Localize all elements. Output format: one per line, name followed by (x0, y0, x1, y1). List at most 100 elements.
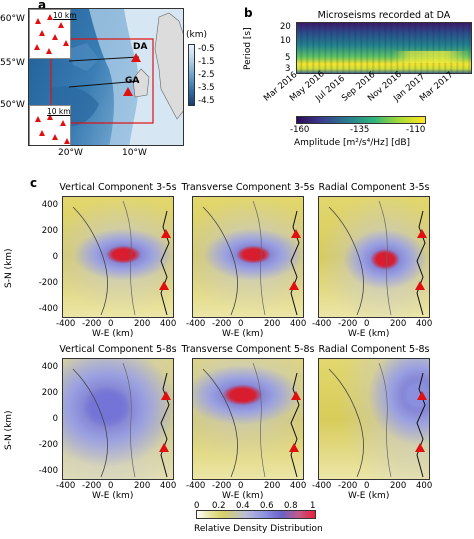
inset-top-scale: 10 km (53, 11, 77, 20)
amp-tick-2: -110 (406, 125, 426, 135)
density-tick-4: 0.8 (284, 501, 298, 511)
depth-tick-3: -3.5 (198, 83, 215, 93)
amp-tick-1: -135 (350, 125, 370, 135)
lat-tick-50: 50°W (0, 100, 25, 110)
we-tick: 400 (416, 319, 433, 329)
station-marker (289, 281, 299, 290)
we-tick: 400 (290, 319, 307, 329)
we-axis-label: W-E (km) (92, 491, 134, 501)
lat-tick-55: 55°W (0, 58, 25, 68)
station-marker (161, 391, 171, 400)
lon-tick-20: 20°W (58, 148, 83, 158)
we-tick: -200 (338, 319, 358, 329)
sn-axis-label: S-N (km) (4, 410, 14, 450)
lat-tick-60: 60°W (0, 14, 25, 24)
depth-tick-2: -2.5 (198, 70, 215, 80)
study-area-box (50, 38, 154, 124)
depth-colorbar (188, 44, 195, 106)
station-marker (415, 281, 425, 290)
density-map (318, 196, 430, 318)
sn-axis-label: S-N (km) (4, 248, 14, 288)
coastline (160, 210, 170, 316)
station-ga-label: GA (125, 76, 140, 86)
panel-a-letter: a (38, 0, 47, 12)
inset-bottom (29, 105, 71, 145)
density-map-title: Transverse Component 5-8s (181, 344, 315, 355)
contour-overlay (202, 362, 300, 478)
station-marker (159, 281, 169, 290)
density-colorbar (196, 510, 316, 519)
we-axis-label: W-E (km) (222, 329, 264, 339)
inset-top (29, 9, 71, 59)
we-tick: 200 (134, 319, 151, 329)
we-axis-label: W-E (km) (222, 491, 264, 501)
depth-tick-0: -0.5 (198, 44, 215, 54)
depth-colorbar-unit: (km) (186, 30, 208, 40)
sn-tick: 0 (52, 414, 58, 424)
we-tick: 200 (390, 319, 407, 329)
panel-b-letter: b (244, 6, 253, 20)
we-tick: 0 (238, 319, 244, 329)
we-tick: -400 (56, 319, 76, 329)
we-tick: 0 (364, 319, 370, 329)
sn-tick: 400 (41, 200, 58, 210)
spec-ytick-20: 20 (280, 22, 291, 32)
station-marker (291, 391, 301, 400)
we-tick: 0 (108, 481, 114, 491)
station-marker (417, 229, 427, 238)
sn-tick: -200 (38, 278, 58, 288)
depth-tick-1: -1.5 (198, 57, 215, 67)
spec-ytick-5: 5 (285, 53, 291, 63)
we-tick: -200 (82, 481, 102, 491)
station-marker (417, 391, 427, 400)
coastline (160, 372, 170, 478)
density-tick-2: 0.4 (236, 501, 250, 511)
density-map (62, 196, 174, 318)
panel-b-title: Microseisms recorded at DA (317, 10, 451, 21)
sn-tick: 200 (41, 388, 58, 398)
depth-tick-4: -4.5 (198, 96, 215, 106)
density-map-title: Transverse Component 3-5s (181, 182, 315, 193)
density-map (192, 196, 304, 318)
we-tick: 400 (290, 481, 307, 491)
we-tick: 400 (416, 481, 433, 491)
panel-a-map: 10 km 10 km DA GA (28, 8, 184, 146)
density-map-title: Radial Component 5-8s (318, 344, 430, 355)
station-da-marker (131, 53, 141, 62)
we-axis-label: W-E (km) (348, 329, 390, 339)
amp-tick-0: -160 (290, 125, 310, 135)
we-tick: -200 (212, 481, 232, 491)
contour-overlay (328, 362, 426, 478)
we-tick: -400 (186, 481, 206, 491)
panel-c-letter: c (30, 176, 38, 190)
britain-landmass (154, 12, 183, 120)
contour-overlay (328, 200, 426, 316)
we-tick: 400 (160, 319, 177, 329)
spec-ytick-3: 3 (285, 64, 291, 74)
we-tick: 200 (264, 481, 281, 491)
panel-b-ylabel: Period [s] (243, 27, 253, 70)
density-tick-1: 0.2 (212, 501, 226, 511)
contour-overlay (72, 200, 170, 316)
spec-ytick-10: 10 (280, 36, 291, 46)
sn-tick: -200 (38, 440, 58, 450)
we-tick: 0 (108, 319, 114, 329)
we-tick: 400 (160, 481, 177, 491)
we-axis-label: W-E (km) (348, 491, 390, 501)
inset-bottom-scale: 10 km (47, 107, 71, 116)
density-map-title: Vertical Component 5-8s (59, 344, 177, 355)
amplitude-colorbar (296, 116, 426, 124)
we-tick: -400 (186, 319, 206, 329)
sn-tick: -400 (38, 304, 58, 314)
we-tick: 200 (264, 319, 281, 329)
we-tick: 200 (134, 481, 151, 491)
density-map (62, 358, 174, 480)
contour-overlay (72, 362, 170, 478)
contour-overlay (202, 200, 300, 316)
station-marker (161, 229, 171, 238)
we-tick: -200 (338, 481, 358, 491)
station-marker (159, 443, 169, 452)
coastline (416, 210, 426, 316)
station-ga-marker (123, 87, 133, 96)
we-tick: -400 (312, 319, 332, 329)
